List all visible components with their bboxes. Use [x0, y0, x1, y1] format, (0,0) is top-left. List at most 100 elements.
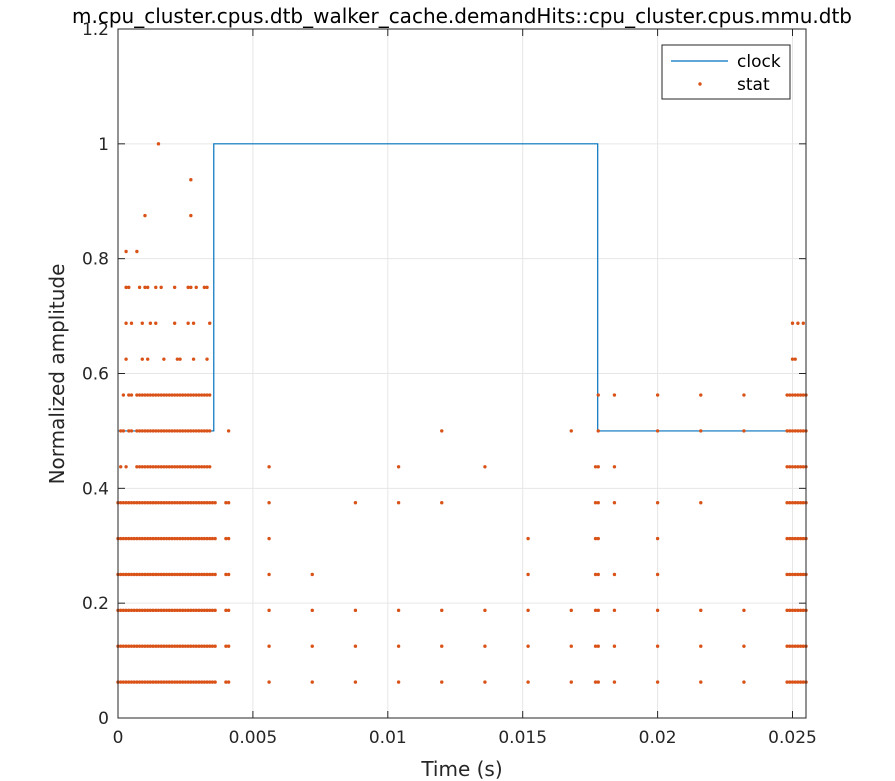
stat-point: [202, 608, 207, 613]
stat-point: [801, 536, 805, 541]
stat-point: [172, 393, 177, 397]
legend-stat-label: stat: [737, 75, 770, 95]
stat-point: [208, 321, 212, 325]
stat-point: [596, 680, 600, 684]
stat-point: [172, 465, 177, 469]
stat-point: [224, 536, 228, 541]
stat-point: [172, 680, 177, 684]
stat-point: [267, 500, 271, 505]
chart-title: m.cpu_cluster.cpus.dtb_walker_cache.dema…: [72, 4, 852, 28]
stat-point: [154, 644, 158, 648]
stat-point: [154, 680, 158, 684]
y-tick-label: 1: [98, 135, 109, 155]
stat-point: [154, 285, 158, 290]
stat-point: [154, 608, 158, 613]
stat-point: [137, 644, 142, 648]
stat-point: [801, 465, 805, 469]
stat-point: [170, 465, 174, 469]
stat-point: [124, 465, 128, 469]
stat-point: [135, 536, 139, 541]
stat-point: [699, 393, 703, 397]
stat-point: [353, 680, 358, 684]
stat-point: [178, 429, 182, 433]
stat-point: [135, 680, 139, 684]
legend-box: [661, 44, 791, 100]
stat-point: [151, 465, 155, 469]
stat-point: [197, 680, 201, 684]
stat-point: [162, 500, 166, 505]
stat-point: [788, 429, 792, 433]
stat-point: [194, 644, 198, 648]
stat-point: [790, 500, 795, 505]
stat-point: [127, 536, 131, 541]
stat-point: [167, 536, 171, 541]
stat-point: [440, 429, 444, 433]
stat-point: [132, 644, 136, 648]
stat-point: [159, 465, 163, 469]
stat-point: [801, 393, 805, 397]
y-tick-label: 0.2: [82, 594, 109, 614]
stat-point: [159, 429, 163, 433]
stat-point: [151, 680, 155, 684]
x-ticks: 0 0.005 0.01 0.015 0.02 0.025: [113, 29, 817, 748]
stat-point: [135, 572, 139, 577]
stat-point: [119, 429, 123, 433]
stat-point: [194, 500, 198, 505]
stat-point: [145, 357, 150, 361]
stat-point: [140, 357, 144, 361]
stat-point: [140, 608, 144, 613]
stat-point: [137, 608, 142, 613]
stat-point: [197, 608, 201, 613]
stat-point: [790, 608, 795, 613]
stat-point: [132, 608, 136, 613]
stat-point: [154, 429, 158, 433]
stat-point: [197, 465, 201, 469]
stat-point: [151, 644, 155, 648]
stat-point: [440, 644, 444, 648]
stat-point: [156, 608, 161, 613]
stat-point: [124, 572, 128, 577]
stat-point: [164, 572, 169, 577]
stat-point: [798, 465, 803, 469]
stat-point: [210, 500, 215, 505]
stat-point: [224, 608, 228, 613]
stat-point: [801, 429, 805, 433]
stat-point: [655, 500, 660, 505]
stat-point: [699, 644, 703, 648]
stat-point: [186, 572, 190, 577]
stat-point: [178, 680, 182, 684]
stat-point: [226, 608, 231, 613]
stat-point: [205, 285, 209, 290]
y-axis-label: Normalized amplitude: [45, 264, 69, 485]
stat-point: [164, 608, 169, 613]
stat-point: [526, 644, 530, 648]
stat-point: [208, 608, 212, 613]
stat-point: [135, 644, 139, 648]
stat-point: [205, 608, 209, 613]
stat-point: [156, 465, 161, 469]
stat-point: [612, 644, 617, 648]
stat-point: [143, 608, 147, 613]
stat-point: [593, 536, 598, 541]
stat-point: [162, 680, 166, 684]
stat-point: [785, 393, 789, 397]
stat-point: [208, 572, 212, 577]
stat-point: [121, 393, 126, 397]
stat-point: [181, 393, 185, 397]
stat-point: [793, 680, 797, 684]
stat-point: [569, 429, 573, 433]
stat-point: [170, 536, 174, 541]
stat-point: [137, 536, 142, 541]
stat-point: [310, 608, 314, 613]
stat-point: [208, 500, 212, 505]
stat-point: [156, 644, 161, 648]
stat-point: [202, 536, 207, 541]
stat-point: [140, 680, 144, 684]
stat-point: [213, 680, 217, 684]
stat-point: [224, 644, 228, 648]
stat-point: [396, 644, 401, 648]
stat-point: [183, 465, 188, 469]
stat-point: [202, 644, 207, 648]
stat-point: [785, 680, 789, 684]
stat-point: [310, 644, 314, 648]
